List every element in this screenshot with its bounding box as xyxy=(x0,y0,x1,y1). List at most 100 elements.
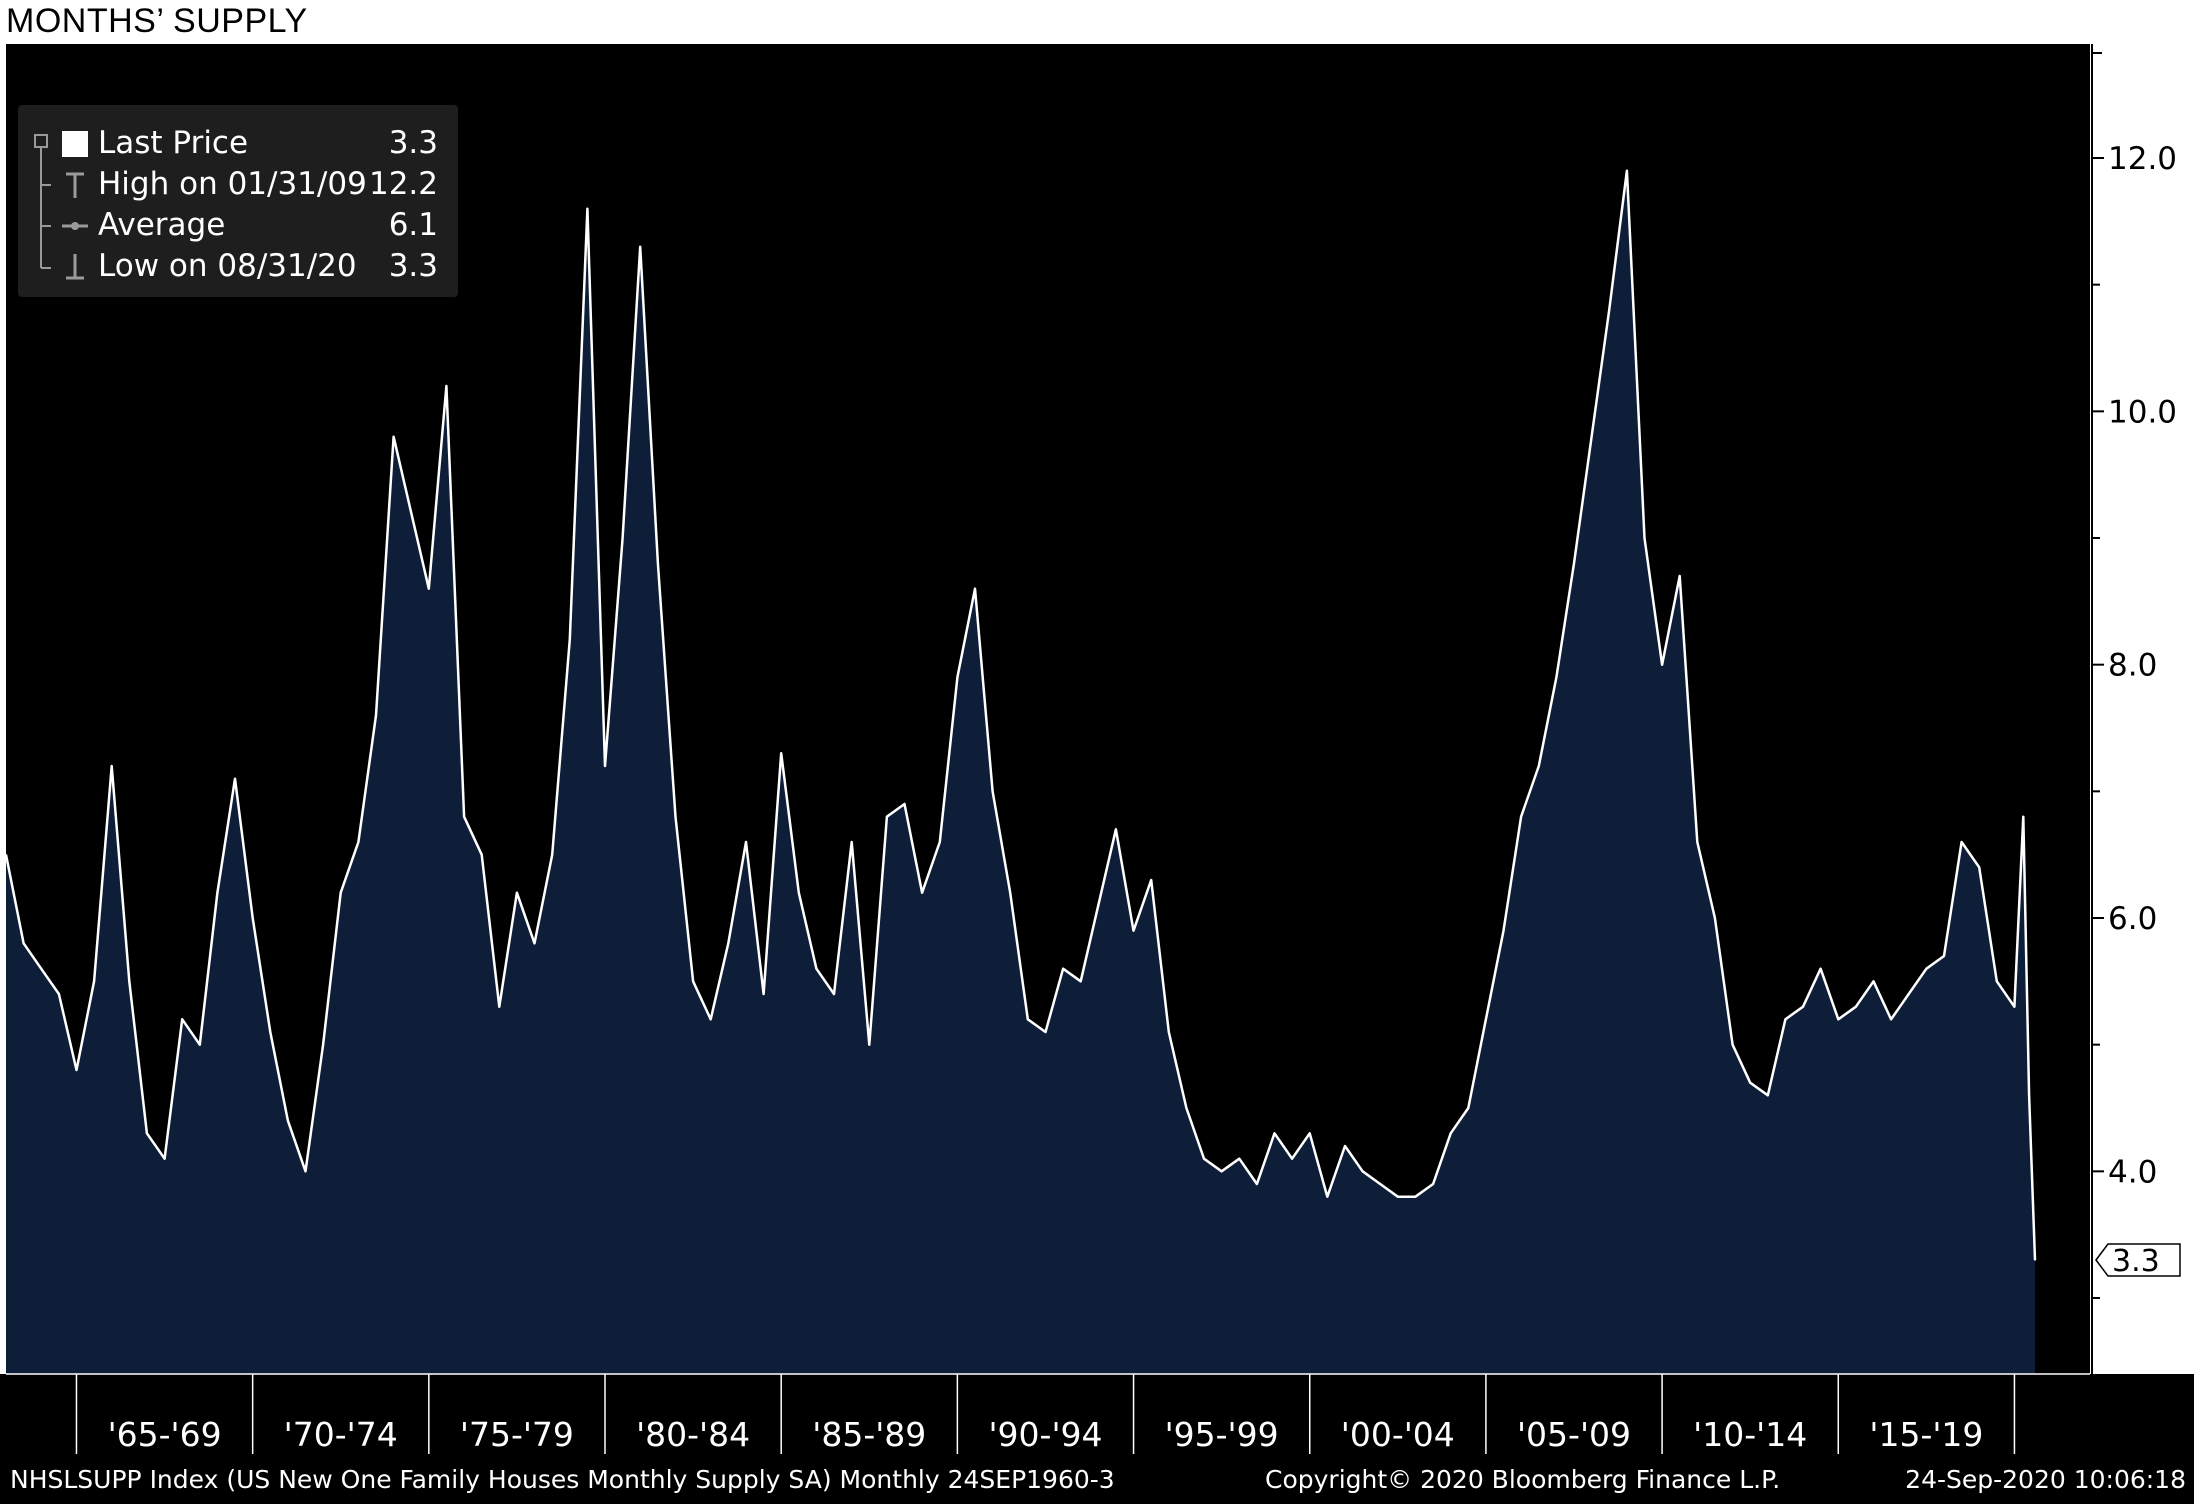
legend-item-low[interactable]: Low on 08/31/20 3.3 xyxy=(18,248,458,288)
x-tick-label: '65-'69 xyxy=(108,1415,222,1454)
data-point xyxy=(569,638,571,641)
x-tick-label: '05-'09 xyxy=(1517,1415,1631,1454)
data-point xyxy=(1573,562,1575,565)
data-point xyxy=(357,841,360,843)
data-point xyxy=(110,765,113,767)
x-tick-label: '10-'14 xyxy=(1693,1415,1807,1454)
legend-label: High on 01/31/09 xyxy=(98,166,367,202)
data-point xyxy=(780,752,782,755)
data-point xyxy=(392,435,395,438)
data-point xyxy=(886,815,888,818)
data-point xyxy=(991,790,994,793)
high-marker-icon xyxy=(66,172,84,198)
data-point xyxy=(1379,1183,1381,1185)
legend-label: Last Price xyxy=(98,125,249,161)
data-point xyxy=(93,980,95,983)
data-point xyxy=(533,942,536,945)
data-point xyxy=(304,1170,307,1173)
data-point xyxy=(339,891,342,894)
data-point xyxy=(1044,1031,1047,1033)
data-point xyxy=(1062,967,1064,970)
data-point xyxy=(1185,1107,1188,1109)
data-point xyxy=(498,1005,501,1008)
data-point xyxy=(445,385,448,387)
x-axis: '65-'69 '70-'74 '75-'79 '80-'84 '85-'89 '90-'… xyxy=(6,1373,2090,1454)
data-point xyxy=(216,891,219,894)
data-point xyxy=(1308,1132,1311,1135)
data-point xyxy=(1661,663,1663,666)
data-point xyxy=(269,1031,272,1033)
data-point xyxy=(480,853,483,856)
data-point xyxy=(921,891,923,894)
data-point xyxy=(40,967,42,970)
x-tick-label: '95-'99 xyxy=(1165,1415,1279,1454)
x-tick-label: '90-'94 xyxy=(988,1415,1102,1454)
data-point xyxy=(903,803,906,805)
data-point xyxy=(2028,1094,2030,1097)
legend-value: 12.2 xyxy=(368,166,438,202)
data-point xyxy=(745,841,747,843)
data-point xyxy=(163,1157,166,1160)
legend-item-average[interactable]: Average 6.1 xyxy=(18,207,458,247)
legend-item-high[interactable]: High on 01/31/09 12.2 xyxy=(18,166,458,206)
data-point xyxy=(1731,1043,1734,1046)
data-point xyxy=(1819,967,1822,970)
data-point xyxy=(1784,1018,1787,1021)
y-tick-label: 8.0 xyxy=(2108,648,2157,684)
data-point xyxy=(657,562,659,565)
data-point xyxy=(1344,1145,1346,1147)
bottom-axis-background xyxy=(0,1374,2194,1504)
data-point xyxy=(287,1119,289,1122)
data-point xyxy=(1220,1170,1223,1173)
x-tick-label: '00-'04 xyxy=(1341,1415,1455,1454)
data-point xyxy=(1626,169,1628,172)
data-point xyxy=(1749,1081,1751,1084)
data-point xyxy=(375,714,377,717)
data-point xyxy=(1520,815,1522,818)
legend-label: Low on 08/31/20 xyxy=(98,248,357,284)
data-point xyxy=(22,942,25,945)
y-tick-label: 10.0 xyxy=(2108,394,2177,430)
data-point xyxy=(850,841,853,843)
data-point xyxy=(2013,1005,2016,1008)
data-point xyxy=(1943,955,1945,957)
data-point xyxy=(1925,967,1928,970)
data-point xyxy=(1291,1157,1293,1160)
data-point xyxy=(1837,1018,1840,1021)
data-point xyxy=(199,1043,201,1046)
data-point xyxy=(833,993,835,995)
data-point xyxy=(181,1018,183,1021)
legend-value: 3.3 xyxy=(388,125,438,161)
data-point xyxy=(1590,435,1593,438)
footer-copyright: Copyright© 2020 Bloomberg Finance L.P. xyxy=(1265,1465,1780,1494)
data-point xyxy=(1714,917,1716,919)
data-point xyxy=(1608,309,1610,311)
data-point xyxy=(674,815,677,818)
data-point xyxy=(709,1018,712,1021)
legend-item-last-price[interactable]: Last Price 3.3 xyxy=(18,125,458,165)
legend-label: Average xyxy=(98,207,226,243)
data-point xyxy=(1203,1157,1205,1160)
data-point xyxy=(1361,1170,1364,1173)
data-point xyxy=(1960,841,1963,843)
data-point xyxy=(604,765,606,767)
average-marker-icon xyxy=(62,222,88,230)
data-point xyxy=(868,1043,871,1046)
data-point xyxy=(639,245,641,248)
data-point xyxy=(1115,828,1117,831)
last-price-tag xyxy=(2095,1243,2181,1277)
legend-value: 3.3 xyxy=(388,248,438,284)
data-point xyxy=(1009,891,1011,894)
data-point xyxy=(1168,1031,1170,1033)
data-point xyxy=(1978,866,1980,869)
data-point xyxy=(1767,1094,1769,1097)
data-point xyxy=(1449,1132,1452,1135)
data-point xyxy=(251,917,254,919)
data-point xyxy=(1467,1107,1470,1109)
data-point xyxy=(1132,929,1135,932)
data-point xyxy=(1696,841,1699,843)
data-point xyxy=(815,967,818,970)
data-point xyxy=(586,207,589,210)
data-point xyxy=(1996,980,1998,983)
low-marker-icon xyxy=(66,254,84,280)
